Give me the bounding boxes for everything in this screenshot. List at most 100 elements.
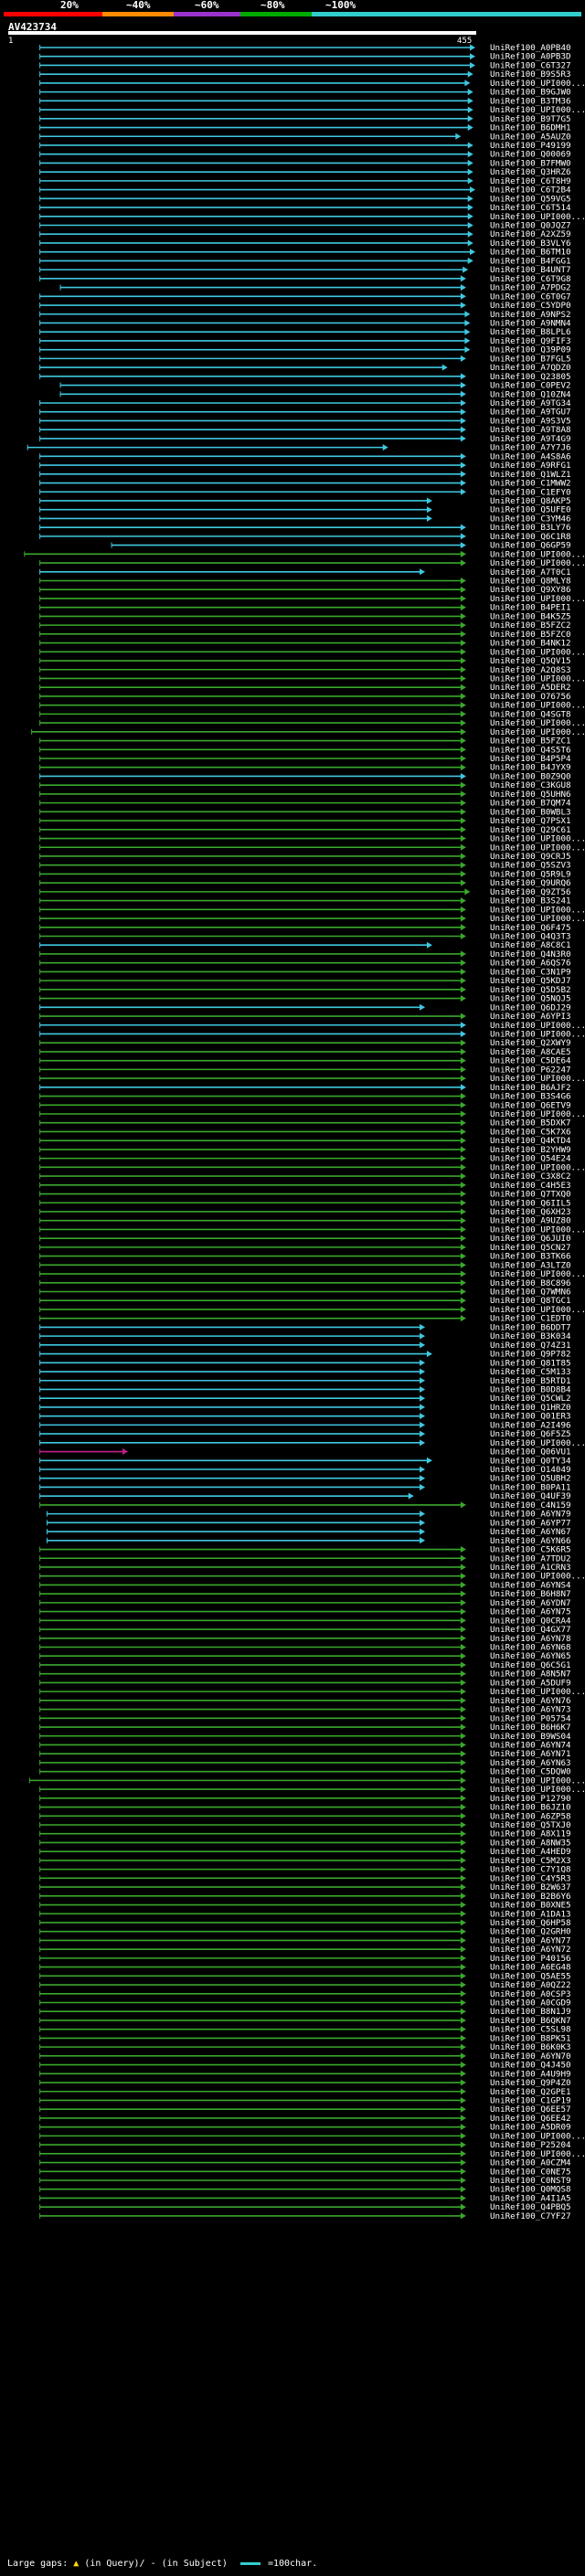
hit-label[interactable]: UniRef100_UPI000... <box>490 1785 585 1795</box>
hit-row[interactable]: UniRef100_Q5UFE0 <box>39 505 571 515</box>
hit-label[interactable]: UniRef100_A2XZ59 <box>490 229 571 239</box>
hit-row[interactable]: UniRef100_UPI000... <box>39 1687 585 1697</box>
hit-row[interactable]: UniRef100_Q2XWY9 <box>39 1038 571 1048</box>
hit-label[interactable]: UniRef100_Q06VU1 <box>490 1447 571 1458</box>
hit-label[interactable]: UniRef100_A6YN65 <box>490 1651 571 1661</box>
hit-row[interactable]: UniRef100_Q0TY34 <box>39 1456 571 1466</box>
hit-label[interactable]: UniRef100_A7Y7J6 <box>490 443 571 453</box>
hit-label[interactable]: UniRef100_UPI000... <box>490 1162 585 1172</box>
hit-label[interactable]: UniRef100_Q5QV15 <box>490 656 571 666</box>
hit-row[interactable]: UniRef100_A7Y7J6 <box>27 443 571 453</box>
hit-label[interactable]: UniRef100_Q5UFE0 <box>490 505 571 515</box>
hit-label[interactable]: UniRef100_Q4Q3T3 <box>490 932 571 942</box>
hit-row[interactable]: UniRef100_C0PEV2 <box>59 381 571 391</box>
hit-row[interactable]: UniRef100_Q4Q3T3 <box>39 932 571 942</box>
hit-row[interactable]: UniRef100_B7FMW0 <box>39 158 571 168</box>
hit-label[interactable]: UniRef100_C5K6R5 <box>490 1545 571 1555</box>
hit-row[interactable]: UniRef100_A9TGU7 <box>39 408 571 418</box>
hit-row[interactable]: UniRef100_B9S5R3 <box>39 69 571 80</box>
hit-row[interactable]: UniRef100_A1CRN3 <box>39 1563 571 1573</box>
hit-label[interactable]: UniRef100_C0NE75 <box>490 2167 571 2177</box>
hit-label[interactable]: UniRef100_Q5CN27 <box>490 1243 571 1253</box>
hit-label[interactable]: UniRef100_C4Y5R3 <box>490 1873 571 1883</box>
hit-row[interactable]: UniRef100_Q1HRZ0 <box>39 1403 571 1413</box>
hit-label[interactable]: UniRef100_B6AJF2 <box>490 1083 571 1093</box>
hit-label[interactable]: UniRef100_A6YN66 <box>490 1536 571 1546</box>
hit-row[interactable]: UniRef100_Q8AKP5 <box>39 496 571 506</box>
hit-label[interactable]: UniRef100_Q00069 <box>490 150 571 160</box>
hit-row[interactable]: UniRef100_Q74Z31 <box>39 1341 571 1351</box>
hit-label[interactable]: UniRef100_C6T327 <box>490 60 571 70</box>
hit-row[interactable]: UniRef100_UPI000... <box>39 558 585 568</box>
hit-row[interactable]: UniRef100_P25204 <box>39 2140 571 2150</box>
hit-label[interactable]: UniRef100_B3LY76 <box>490 523 571 533</box>
hit-row[interactable]: UniRef100_B3LY76 <box>39 523 571 533</box>
hit-row[interactable]: UniRef100_A4I1A5 <box>39 2193 571 2203</box>
hit-label[interactable]: UniRef100_Q5UHN6 <box>490 790 571 800</box>
hit-label[interactable]: UniRef100_A6YN78 <box>490 1634 571 1644</box>
hit-row[interactable]: UniRef100_B4JYX9 <box>39 763 571 773</box>
hit-label[interactable]: UniRef100_A6YN63 <box>490 1758 571 1768</box>
hit-label[interactable]: UniRef100_C5SL98 <box>490 2025 571 2035</box>
hit-row[interactable]: UniRef100_Q23805 <box>39 372 571 382</box>
hit-label[interactable]: UniRef100_B6DDT7 <box>490 1322 571 1332</box>
hit-row[interactable]: UniRef100_A6YN70 <box>39 2051 571 2062</box>
hit-label[interactable]: UniRef100_B3TM36 <box>490 96 571 106</box>
hit-label[interactable]: UniRef100_B9T7G5 <box>490 114 571 124</box>
hit-label[interactable]: UniRef100_Q9P782 <box>490 1350 571 1360</box>
hit-row[interactable]: UniRef100_UPI000... <box>39 914 585 924</box>
hit-label[interactable]: UniRef100_Q6JUI0 <box>490 1234 571 1244</box>
hit-row[interactable]: UniRef100_Q39P09 <box>39 345 571 355</box>
hit-label[interactable]: UniRef100_UPI000... <box>490 727 585 737</box>
hit-row[interactable]: UniRef100_Q9ZT56 <box>39 887 571 897</box>
hit-label[interactable]: UniRef100_C6T9G8 <box>490 274 571 284</box>
hit-row[interactable]: UniRef100_Q5NQJ5 <box>39 994 571 1004</box>
hit-row[interactable]: UniRef100_B3TM36 <box>39 96 571 106</box>
hit-label[interactable]: UniRef100_A4S8A6 <box>490 451 571 461</box>
hit-row[interactable]: UniRef100_Q5D5B2 <box>39 985 571 995</box>
hit-row[interactable]: UniRef100_UPI000... <box>39 1269 585 1279</box>
hit-row[interactable]: UniRef100_A4HED9 <box>39 1847 571 1857</box>
hit-label[interactable]: UniRef100_A9TGU7 <box>490 408 571 418</box>
hit-label[interactable]: UniRef100_B7FGL5 <box>490 354 571 364</box>
hit-label[interactable]: UniRef100_C7Y1Q8 <box>490 1865 571 1875</box>
hit-label[interactable]: UniRef100_Q0TY34 <box>490 1456 571 1466</box>
hit-label[interactable]: UniRef100_C3X8C2 <box>490 1171 571 1182</box>
hit-row[interactable]: UniRef100_C6T8H9 <box>39 176 571 186</box>
hit-row[interactable]: UniRef100_Q9FIF3 <box>39 336 571 346</box>
hit-label[interactable]: UniRef100_Q6ETV9 <box>490 1100 571 1110</box>
hit-label[interactable]: UniRef100_Q6HP58 <box>490 1918 571 1928</box>
hit-label[interactable]: UniRef100_Q0JQZ7 <box>490 221 571 231</box>
hit-label[interactable]: UniRef100_A6YDN7 <box>490 1598 571 1608</box>
hit-row[interactable]: UniRef100_Q1WLZ1 <box>39 470 571 480</box>
hit-row[interactable]: UniRef100_B2W637 <box>39 1882 571 1892</box>
hit-row[interactable]: UniRef100_C5K7X6 <box>39 1127 571 1137</box>
hit-row[interactable]: UniRef100_A6YNS4 <box>39 1580 571 1590</box>
hit-row[interactable]: UniRef100_B8C896 <box>39 1278 571 1288</box>
hit-label[interactable]: UniRef100_UPI000... <box>490 1029 585 1039</box>
hit-row[interactable]: UniRef100_A6YN68 <box>39 1643 571 1653</box>
hit-label[interactable]: UniRef100_Q9P4Z0 <box>490 2078 571 2088</box>
hit-label[interactable]: UniRef100_C5K7X6 <box>490 1127 571 1137</box>
hit-label[interactable]: UniRef100_Q4UF39 <box>490 1491 571 1501</box>
hit-row[interactable]: UniRef100_B4UNT7 <box>39 265 571 275</box>
hit-row[interactable]: UniRef100_B9WS04 <box>39 1732 571 1742</box>
hit-label[interactable]: UniRef100_B7FMW0 <box>490 158 571 168</box>
hit-row[interactable]: UniRef100_C1MWW2 <box>39 479 571 489</box>
hit-row[interactable]: UniRef100_A6YN74 <box>39 1740 571 1750</box>
hit-label[interactable]: UniRef100_UPI000... <box>490 701 585 711</box>
hit-row[interactable]: UniRef100_UPI000... <box>39 718 585 728</box>
hit-label[interactable]: UniRef100_Q23805 <box>490 372 571 382</box>
hit-row[interactable]: UniRef100_C5SL98 <box>39 2025 571 2035</box>
hit-row[interactable]: UniRef100_C1GP19 <box>39 2095 571 2105</box>
hit-label[interactable]: UniRef100_B4UNT7 <box>490 265 571 275</box>
hit-row[interactable]: UniRef100_A6YN72 <box>39 1945 571 1955</box>
hit-row[interactable]: UniRef100_C5YDP0 <box>39 301 571 311</box>
hit-row[interactable]: UniRef100_C4Y5R3 <box>39 1873 571 1883</box>
hit-label[interactable]: UniRef100_C5DE64 <box>490 1056 571 1066</box>
hit-row[interactable]: UniRef100_A2I496 <box>39 1420 571 1430</box>
hit-row[interactable]: UniRef100_B6QKN7 <box>39 2016 571 2026</box>
hit-label[interactable]: UniRef100_A8C8C1 <box>490 940 571 950</box>
hit-row[interactable]: UniRef100_Q6F5Z5 <box>39 1429 571 1439</box>
hit-row[interactable]: UniRef100_Q9XY86 <box>39 585 571 595</box>
